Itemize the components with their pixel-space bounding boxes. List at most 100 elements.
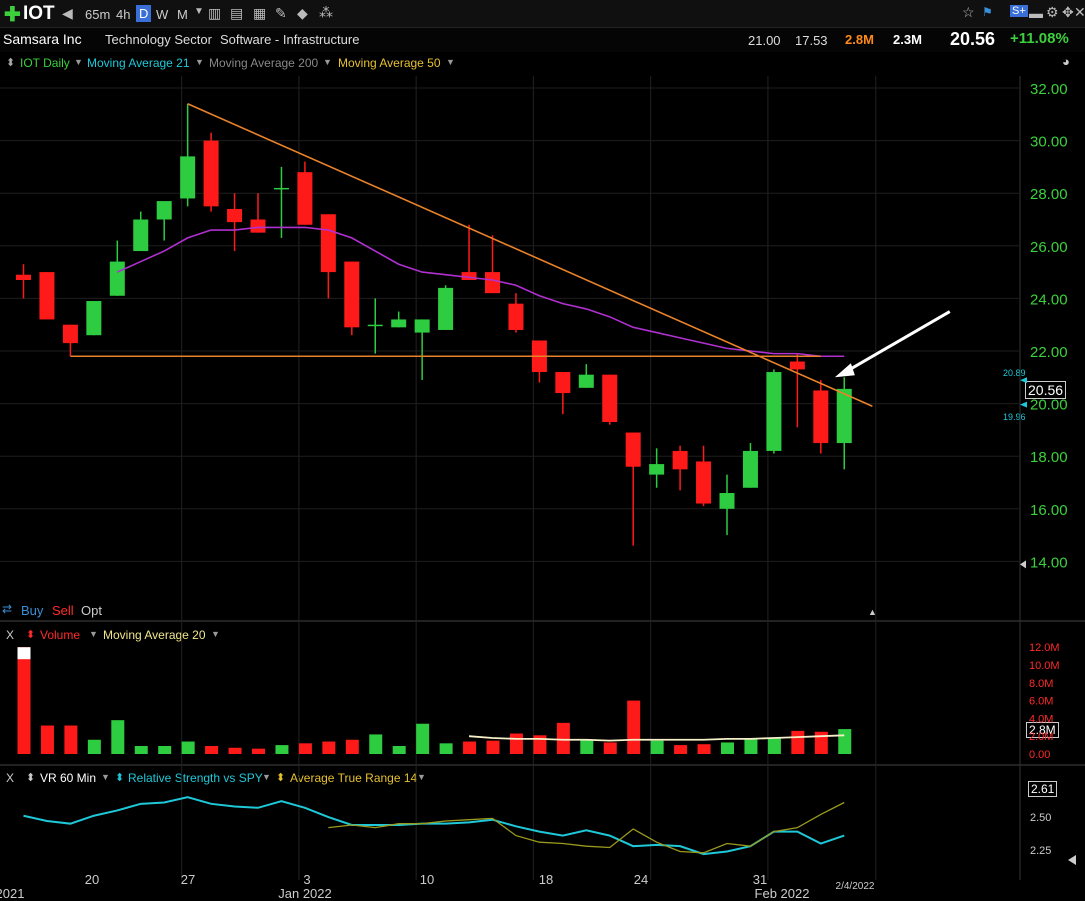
sort-icon[interactable]: ⬍ — [115, 772, 125, 784]
x-tick-label: 10 — [420, 872, 434, 887]
grid — [0, 76, 1085, 880]
vr-legend[interactable]: VR 60 Min — [40, 771, 97, 785]
volume-legend[interactable]: Volume — [40, 628, 81, 642]
scroll-marker — [1068, 855, 1076, 865]
indicator-close-button[interactable]: X — [6, 771, 15, 785]
interval-m[interactable]: M — [177, 7, 188, 22]
volume-bar — [40, 725, 54, 754]
series-legend[interactable]: IOT Daily — [20, 56, 70, 70]
company-name: Samsara Inc — [3, 31, 82, 47]
move-icon[interactable]: ✥ — [1062, 4, 1074, 20]
volume-bar — [767, 737, 781, 754]
volume-ma-legend[interactable]: Moving Average 20 — [103, 628, 206, 642]
candle-body — [320, 214, 336, 273]
volume-bar — [228, 747, 242, 754]
industry-label[interactable]: Software - Infrastructure — [220, 32, 360, 47]
avg-volume-value: 2.3M — [893, 32, 922, 47]
volume-bar — [463, 741, 477, 754]
last-price: 20.56 — [950, 29, 996, 49]
star-icon[interactable]: ☆ — [962, 4, 975, 20]
indicator-last-tag: 2.61 — [1028, 781, 1058, 797]
interval-4h[interactable]: 4h — [116, 7, 131, 22]
volume-tick-label: 0.00 — [1029, 749, 1050, 761]
chart-type-icon[interactable]: ▥ — [208, 5, 222, 21]
save-icon[interactable]: ▬ — [1029, 5, 1043, 21]
realtime-icon[interactable]: ⚑ — [982, 5, 993, 19]
volume-bar — [322, 741, 336, 754]
snapshot-icon[interactable]: S+ — [1010, 5, 1028, 17]
moving-averages — [116, 226, 845, 358]
price-legend: ⬍ IOT Daily ▼ Moving Average 21 ▼ Moving… — [0, 52, 1085, 74]
price-tick-label: 26.00 — [1030, 239, 1068, 256]
x-tick-label: Feb 2022 — [755, 886, 810, 901]
sort-icon[interactable]: ⬍ — [26, 772, 36, 784]
chevron-down-icon[interactable]: ▼ — [101, 772, 110, 782]
rs-legend[interactable]: Relative Strength vs SPY — [128, 771, 263, 785]
volume-bar — [650, 740, 664, 754]
chevron-down-icon[interactable]: ▼ — [211, 629, 220, 639]
x-tick-label: 24 — [634, 872, 648, 887]
price-marker — [1020, 401, 1027, 408]
x-tick-label: 18 — [539, 872, 553, 887]
opt-button[interactable]: Opt — [81, 603, 102, 618]
sort-icon[interactable]: ⬍ — [6, 57, 16, 69]
plus-icon[interactable]: ✚ — [4, 4, 21, 26]
interval-w[interactable]: W — [156, 7, 169, 22]
ma200-legend[interactable]: Moving Average 200 — [209, 56, 319, 70]
price-axis: 14.00 16.00 18.00 20.00 22.00 24.00 26.00 28.00… — [1020, 81, 1068, 571]
interval-d[interactable]: D — [136, 5, 152, 22]
x-tick-label: 2/4/2022 — [836, 881, 875, 892]
sell-button[interactable]: Sell — [52, 603, 74, 618]
close-icon[interactable]: ✕ — [1074, 4, 1085, 20]
sort-icon[interactable]: ⬍ — [26, 629, 36, 641]
volume-tick-label: 8.0M — [1029, 678, 1053, 690]
chevron-down-icon[interactable]: ▼ — [262, 772, 271, 782]
symbol-label[interactable]: IOT — [23, 3, 55, 24]
annotations — [70, 103, 951, 407]
lower-price-tag: 19.96 — [1003, 412, 1026, 422]
chevron-down-icon[interactable]: ▼ — [323, 57, 332, 67]
indicator-icon[interactable]: ▤ — [230, 5, 244, 21]
ma21-legend[interactable]: Moving Average 21 — [87, 56, 190, 70]
interval-65m[interactable]: 65m — [85, 7, 111, 22]
share-icon[interactable]: ⁂ — [319, 4, 333, 20]
order-icon[interactable]: ⇄ — [2, 602, 13, 616]
chevron-down-icon[interactable]: ▼ — [89, 629, 98, 639]
candle-body — [86, 301, 102, 336]
volume-bar — [721, 742, 734, 754]
candle-body — [438, 287, 454, 330]
toolbar: ✚ IOT ◀ 65m 4h D W M ▼ ▥ ▤ ▦ ✎ ◆ ⁂ ☆ ⚑ S… — [0, 0, 1085, 28]
volume-tick-label: 10.0M — [1029, 660, 1060, 672]
chevron-down-icon[interactable]: ▼ — [417, 772, 426, 782]
collapse-triangle-icon[interactable]: ▲ — [868, 607, 877, 617]
candle-body — [414, 319, 430, 333]
alert-icon[interactable]: ◆ — [297, 5, 308, 21]
candle-body — [836, 388, 852, 444]
atr-legend[interactable]: Average True Range 14 — [290, 771, 418, 785]
volume-value: 2.8M — [845, 32, 874, 47]
volume-close-button[interactable]: X — [6, 628, 15, 642]
volume-bar — [64, 725, 78, 754]
last-price-tag: 20.56 — [1025, 381, 1067, 399]
megaphone-icon[interactable]: ◀ — [62, 5, 73, 21]
ma50-legend[interactable]: Moving Average 50 — [338, 56, 441, 70]
candle-body — [742, 450, 758, 488]
sort-icon[interactable]: ⬍ — [276, 772, 286, 784]
candle-body — [227, 208, 243, 223]
volume-bar — [697, 744, 711, 754]
volume-bar — [369, 734, 383, 754]
price-tick-label: 24.00 — [1030, 291, 1068, 308]
volume-bar — [298, 743, 312, 754]
template-icon[interactable]: ▦ — [253, 5, 267, 21]
sector-label[interactable]: Technology Sector — [105, 32, 212, 47]
candle-body — [719, 493, 735, 509]
draw-pencil-icon[interactable]: ✎ — [275, 5, 287, 21]
settings-icon[interactable]: ⚙ — [1046, 4, 1059, 20]
gauge-icon[interactable]: ◕ — [1062, 54, 1070, 69]
chevron-down-icon[interactable]: ▼ — [74, 57, 83, 67]
chevron-down-icon[interactable]: ▼ — [446, 57, 455, 67]
chevron-down-icon[interactable]: ▼ — [194, 6, 204, 17]
buy-button[interactable]: Buy — [21, 603, 44, 618]
chevron-down-icon[interactable]: ▼ — [195, 57, 204, 67]
